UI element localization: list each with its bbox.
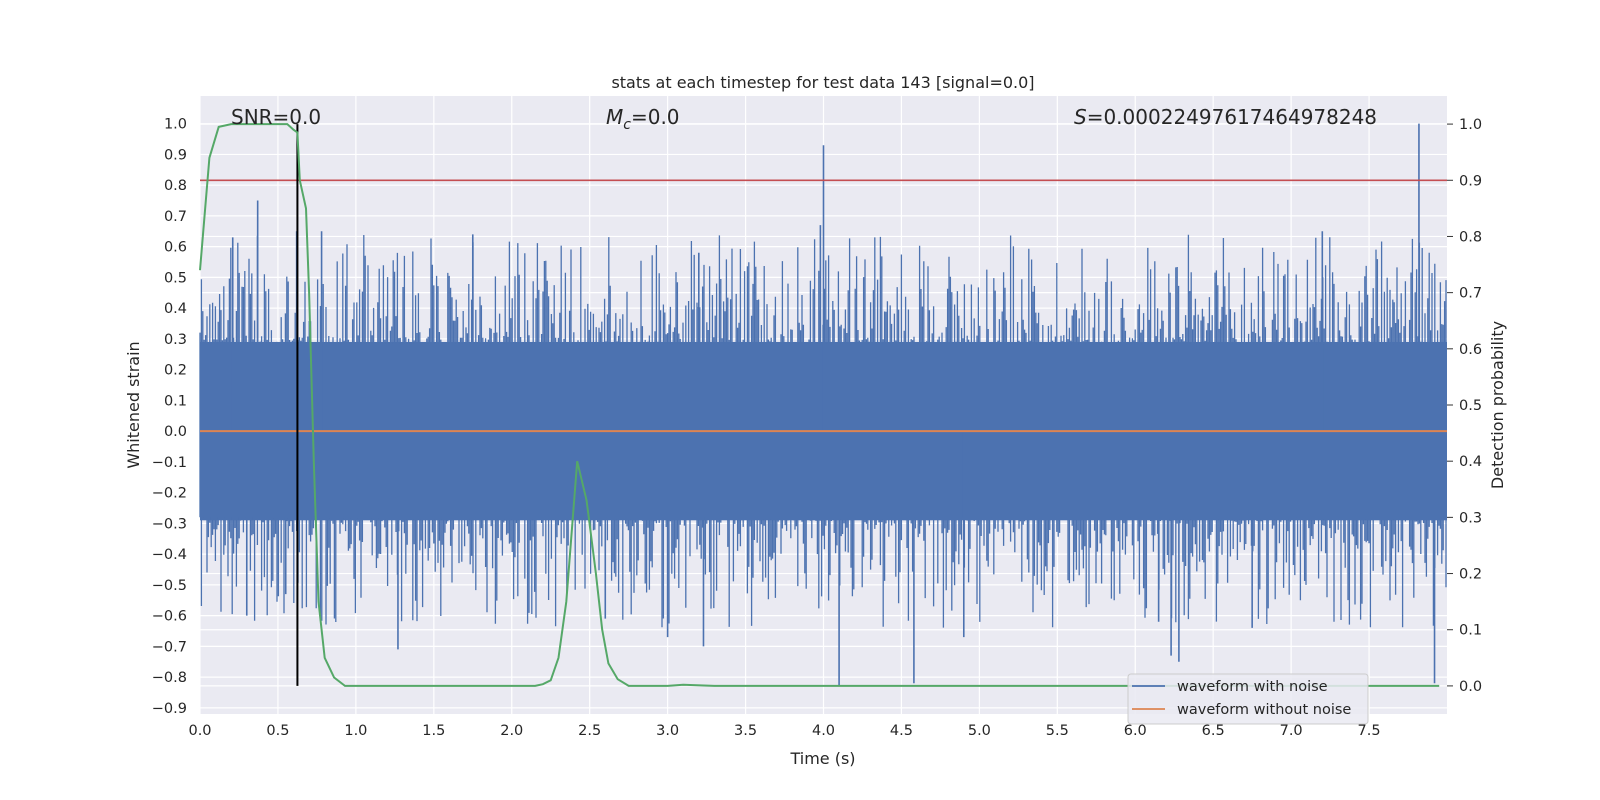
y-tick-label: 0.4 (164, 301, 187, 317)
y-tick-label: 0.8 (164, 178, 187, 194)
x-tick-label: 7.5 (1358, 723, 1381, 739)
legend-label-clean: waveform without noise (1177, 702, 1351, 718)
y-tick-label: 0.9 (164, 147, 187, 163)
legend-label-noise: waveform with noise (1177, 679, 1328, 695)
y-tick-label: −0.5 (152, 578, 187, 594)
right-y-tick-label: 0.9 (1459, 173, 1482, 189)
y-tick-label: 0.3 (164, 332, 187, 348)
right-y-tick-label: 0.3 (1459, 510, 1482, 526)
x-tick-label: 5.0 (968, 723, 991, 739)
x-tick-label: 4.5 (890, 723, 913, 739)
right-y-axis-label: Detection probability (1488, 321, 1507, 489)
y-tick-label: −0.2 (152, 486, 187, 502)
x-tick-label: 7.0 (1280, 723, 1303, 739)
x-axis-ticks: 0.0 0.5 1.0 1.5 2.0 2.5 3.0 3.5 4.0 4.5 5.0 5.5 6.0 6… (188, 723, 1380, 739)
y-axis-ticks: 1.0 0.9 0.8 0.7 0.6 0.5 0.4 0.3 0.2 0.1 0.0 −0.1 −0.… (152, 117, 187, 717)
right-y-tick-label: 0.1 (1459, 623, 1482, 639)
x-tick-label: 3.5 (734, 723, 757, 739)
y-tick-label: 0.7 (164, 209, 187, 225)
x-tick-label: 4.0 (812, 723, 835, 739)
x-tick-label: 0.5 (266, 723, 289, 739)
y-tick-label: −0.6 (152, 609, 187, 625)
legend: waveform with noise waveform without noi… (1127, 673, 1369, 725)
x-tick-label: 2.5 (578, 723, 601, 739)
y-tick-label: −0.9 (152, 701, 187, 717)
right-y-tick-label: 0.2 (1459, 567, 1482, 583)
right-y-axis-ticks: 1.0 0.9 0.8 0.7 0.6 0.5 0.4 0.3 0.2 0.1 0.0 (1447, 117, 1482, 695)
x-tick-label: 2.0 (500, 723, 523, 739)
right-y-tick-label: 0.4 (1459, 454, 1482, 470)
x-axis-label: Time (s) (789, 749, 855, 768)
snr-annotation: SNR=0.0 (231, 105, 321, 129)
right-y-tick-label: 0.8 (1459, 229, 1482, 245)
y-tick-label: −0.3 (152, 516, 187, 532)
y-tick-label: 0.6 (164, 240, 187, 256)
detection-probability-line (199, 123, 1440, 687)
x-tick-label: 6.0 (1124, 723, 1147, 739)
x-tick-label: 3.0 (656, 723, 679, 739)
right-y-tick-label: 0.0 (1459, 679, 1482, 695)
y-tick-label: 1.0 (164, 117, 187, 133)
x-tick-label: 6.5 (1202, 723, 1225, 739)
right-y-tick-label: 0.7 (1459, 286, 1482, 302)
right-y-tick-label: 1.0 (1459, 117, 1482, 133)
y-tick-label: −0.4 (152, 547, 187, 563)
x-tick-label: 0.0 (188, 723, 211, 739)
x-tick-label: 1.0 (344, 723, 367, 739)
right-y-tick-label: 0.5 (1459, 398, 1482, 414)
chart-title: stats at each timestep for test data 143… (611, 73, 1034, 92)
chirp-mass-annotation: Mc=0.0 (606, 105, 680, 133)
y-tick-label: −0.7 (152, 639, 187, 655)
y-tick-label: −0.1 (152, 455, 187, 471)
x-tick-label: 5.5 (1046, 723, 1069, 739)
y-tick-label: 0.2 (164, 363, 187, 379)
y-tick-label: 0.5 (164, 270, 187, 286)
legend-box (1127, 673, 1369, 725)
y-axis-label: Whitened strain (124, 341, 143, 468)
x-tick-label: 1.5 (422, 723, 445, 739)
s-statistic-annotation: S=0.00022497617464978248 (1074, 105, 1377, 129)
y-tick-label: 0.1 (164, 393, 187, 409)
y-tick-label: 0.0 (164, 424, 187, 440)
right-y-tick-label: 0.6 (1459, 342, 1482, 358)
y-tick-label: −0.8 (152, 670, 187, 686)
series-lines (199, 123, 1447, 687)
